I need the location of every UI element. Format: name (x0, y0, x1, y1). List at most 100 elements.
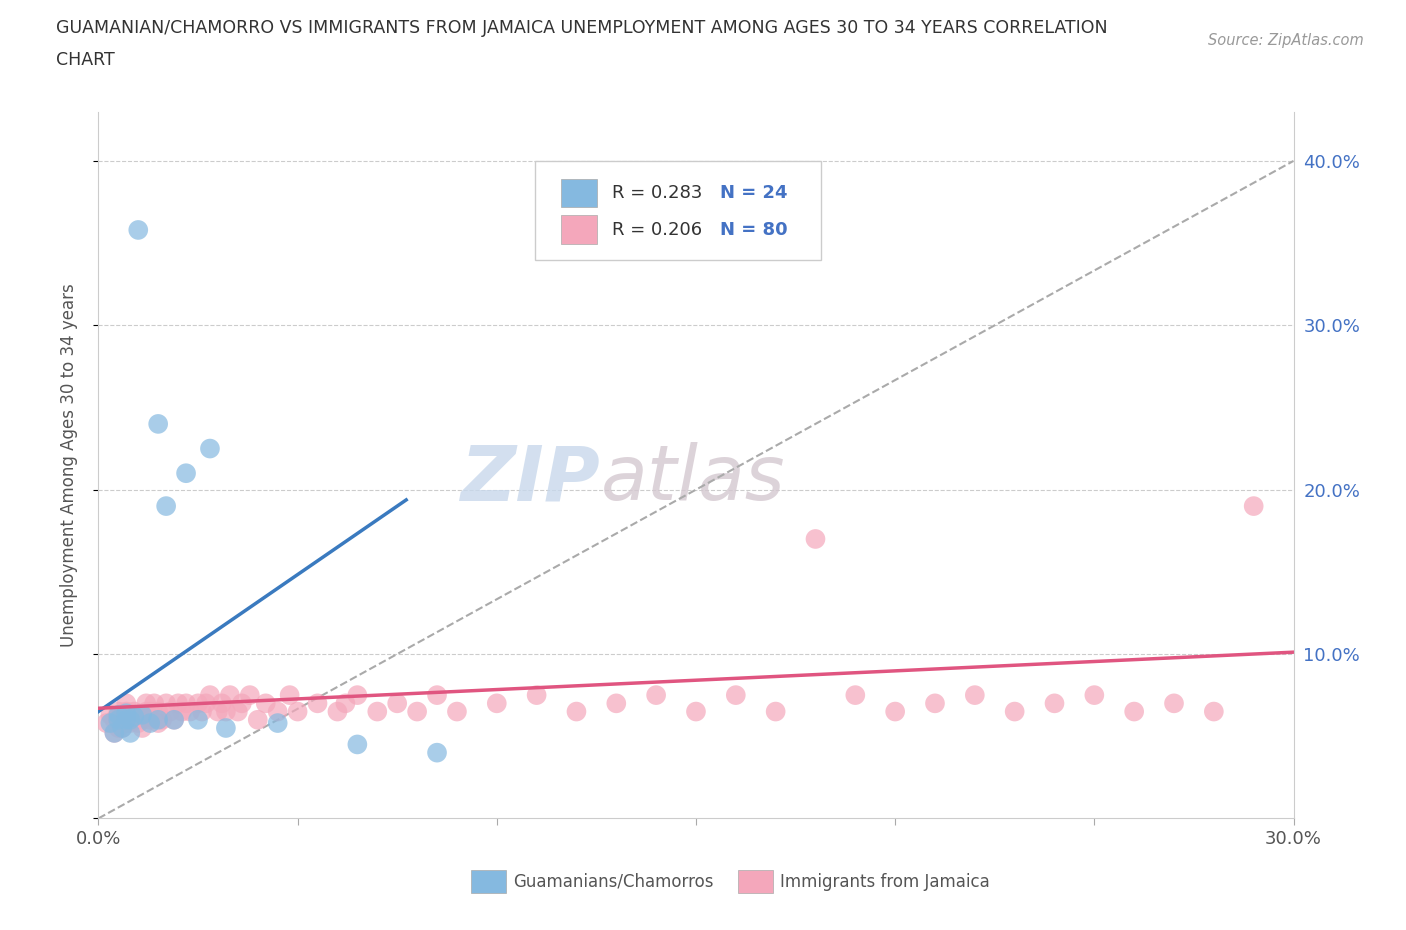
FancyBboxPatch shape (561, 179, 596, 207)
Text: N = 80: N = 80 (720, 220, 787, 239)
Point (426, 745, 449, 760)
Point (159, 704, 181, 719)
Text: Immigrants from Jamaica: Immigrants from Jamaica (780, 872, 990, 891)
Text: Source: ZipAtlas.com: Source: ZipAtlas.com (1208, 33, 1364, 47)
Point (143, 696, 166, 711)
Point (111, 712, 134, 727)
Text: CHART: CHART (56, 51, 115, 69)
Point (139, 712, 162, 727)
Point (724, 687, 747, 702)
Point (326, 704, 349, 719)
Point (139, 704, 162, 719)
Point (103, 712, 125, 727)
Point (1043, 696, 1066, 711)
Point (335, 696, 357, 711)
Point (198, 687, 221, 702)
Point (174, 696, 197, 711)
Point (115, 696, 138, 711)
Point (150, 712, 173, 727)
Point (685, 704, 707, 719)
Point (124, 704, 146, 719)
Point (187, 696, 209, 711)
Point (179, 704, 201, 719)
Point (107, 712, 129, 727)
Text: R = 0.283: R = 0.283 (613, 184, 703, 202)
Point (226, 704, 249, 719)
Point (565, 704, 588, 719)
Point (485, 696, 508, 711)
Point (148, 715, 170, 730)
Point (246, 712, 269, 727)
Point (127, 715, 149, 730)
Point (239, 687, 262, 702)
Point (127, 708, 149, 723)
Point (163, 712, 186, 727)
Text: N = 24: N = 24 (720, 184, 787, 202)
Point (107, 704, 129, 719)
Point (120, 712, 142, 727)
Point (884, 704, 907, 719)
Point (135, 704, 157, 719)
Text: GUAMANIAN/CHAMORRO VS IMMIGRANTS FROM JAMAICA UNEMPLOYMENT AMONG AGES 30 TO 34 Y: GUAMANIAN/CHAMORRO VS IMMIGRANTS FROM JA… (56, 19, 1108, 36)
Point (111, 721, 134, 736)
Point (844, 687, 866, 702)
Point (278, 687, 301, 702)
Point (1202, 704, 1225, 719)
Point (131, 708, 153, 723)
Point (127, 222, 149, 237)
Point (1163, 696, 1185, 711)
Text: ZIP: ZIP (461, 442, 600, 516)
Point (148, 704, 170, 719)
Text: atlas: atlas (600, 442, 785, 516)
Point (645, 687, 668, 702)
Point (131, 712, 153, 727)
Point (115, 715, 138, 730)
Point (115, 706, 138, 721)
Point (98, 708, 122, 723)
FancyBboxPatch shape (561, 216, 596, 244)
Point (135, 696, 157, 711)
Point (195, 696, 218, 711)
Point (107, 721, 129, 736)
Point (765, 704, 787, 719)
Point (148, 417, 170, 432)
Point (103, 725, 125, 740)
Point (924, 696, 946, 711)
Point (131, 721, 153, 736)
Y-axis label: Unemployment Among Ages 30 to 34 years: Unemployment Among Ages 30 to 34 years (59, 283, 77, 647)
Point (1123, 704, 1146, 719)
Point (148, 712, 170, 727)
Text: Guamanians/Chamorros: Guamanians/Chamorros (513, 872, 714, 891)
Point (346, 687, 368, 702)
Point (187, 712, 209, 727)
Point (172, 704, 194, 719)
Point (267, 704, 290, 719)
Point (231, 696, 253, 711)
Point (385, 696, 409, 711)
Point (163, 712, 186, 727)
Point (207, 704, 229, 719)
Point (115, 704, 138, 719)
Point (124, 712, 146, 727)
Point (605, 696, 627, 711)
Point (366, 704, 388, 719)
Point (426, 687, 449, 702)
Point (215, 721, 238, 736)
Point (191, 704, 214, 719)
Point (120, 715, 142, 730)
Point (267, 715, 290, 730)
Point (120, 708, 142, 723)
Point (1243, 498, 1265, 513)
Point (804, 532, 827, 547)
Text: R = 0.206: R = 0.206 (613, 220, 703, 239)
Point (1083, 687, 1105, 702)
Point (120, 725, 142, 740)
Point (406, 704, 429, 719)
Point (155, 498, 177, 513)
Point (103, 725, 125, 740)
Point (107, 708, 129, 723)
Point (139, 715, 162, 730)
Point (167, 696, 190, 711)
Point (107, 712, 129, 727)
Point (124, 709, 146, 724)
